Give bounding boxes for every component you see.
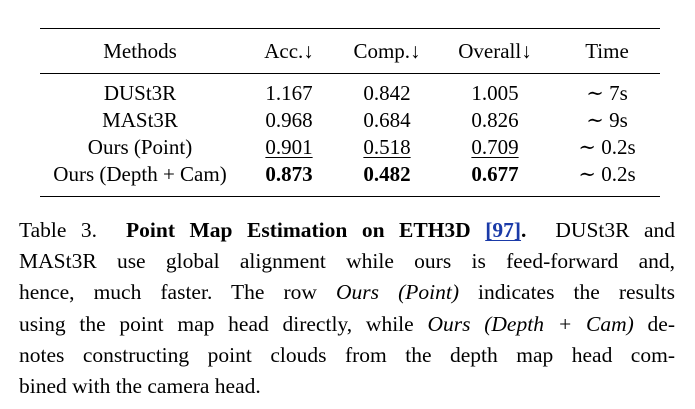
cell-comp: 0.684	[363, 108, 411, 132]
cell-method: MASt3R	[102, 108, 178, 132]
caption-line-5: notes constructing point clouds from the…	[19, 342, 675, 367]
results-table-container: Methods Acc.↓ Comp.↓ Overall↓ Time DUSt3…	[40, 28, 660, 197]
cell-acc-best: 0.873	[265, 162, 313, 186]
caption-line4-a: using the point map head directly, while	[19, 311, 428, 336]
cell-overall-wrap: 0.677	[436, 161, 554, 197]
cell-overall: 1.005	[471, 81, 519, 105]
cell-acc: 1.167	[265, 81, 313, 105]
caption-line3-a: hence, much faster. The row	[19, 280, 336, 305]
table-row: Ours (Point) 0.901 0.518 0.709 ∼ 0.2s	[40, 134, 660, 161]
cell-time: ∼ 0.2s	[578, 135, 636, 159]
caption-citation-wrap: [97].	[485, 218, 526, 242]
caption-line-3: hence, much faster. The row Ours (Point)…	[19, 277, 675, 308]
caption-line4-italic: Ours (Depth + Cam)	[427, 311, 634, 336]
cell-time: ∼ 7s	[586, 81, 628, 105]
cell-acc: 0.968	[265, 108, 313, 132]
caption-label: Table 3.	[19, 218, 98, 242]
caption-line3-italic: Ours (Point)	[336, 280, 459, 305]
caption-line3-b: indicates the results	[458, 280, 675, 305]
cell-overall: 0.826	[471, 108, 519, 132]
header-acc: Acc.↓	[240, 28, 338, 74]
cell-acc-wrap: 0.873	[240, 161, 338, 197]
cell-method: Ours (Depth + Cam)	[40, 161, 240, 197]
table-row: DUSt3R 1.167 0.842 1.005 ∼ 7s	[40, 74, 660, 108]
cell-comp: 0.842	[363, 81, 411, 105]
citation-link[interactable]: [97]	[485, 218, 522, 242]
caption-line1-tail: DUSt3R and	[555, 218, 676, 242]
cell-method: DUSt3R	[103, 81, 177, 105]
header-time: Time	[554, 28, 660, 74]
caption-line4-b: de-	[633, 311, 676, 336]
caption-title-end: .	[521, 218, 527, 242]
cell-time: ∼ 9s	[586, 108, 628, 132]
header-comp: Comp.↓	[338, 28, 436, 74]
cell-method: Ours (Point)	[87, 135, 193, 159]
caption-line-2: MASt3R use global alignment while ours i…	[19, 249, 675, 274]
cell-comp-second-best: 0.518	[363, 135, 411, 159]
cell-overall-second-best: 0.709	[471, 135, 519, 159]
cell-overall-wrap: 0.709	[436, 134, 554, 161]
caption-line-6: bined with the camera head.	[19, 374, 261, 399]
table-row: Ours (Depth + Cam) 0.873 0.482 0.677 ∼ 0…	[40, 161, 660, 197]
caption-title: Point Map Estimation on ETH3D	[126, 218, 471, 242]
header-overall: Overall↓	[436, 28, 554, 74]
caption-line-4: using the point map head directly, while…	[19, 309, 675, 340]
cell-comp-wrap: 0.482	[338, 161, 436, 197]
cell-acc-wrap: 0.901	[240, 134, 338, 161]
cell-time: ∼ 0.2s	[554, 161, 660, 197]
results-table: Methods Acc.↓ Comp.↓ Overall↓ Time DUSt3…	[40, 28, 660, 197]
cell-overall-best: 0.677	[471, 162, 519, 186]
table-caption: Table 3. Point Map Estimation on ETH3D […	[19, 215, 675, 402]
table-header-row: Methods Acc.↓ Comp.↓ Overall↓ Time	[40, 28, 660, 74]
caption-line-1: Table 3. Point Map Estimation on ETH3D […	[19, 215, 675, 246]
cell-comp-best: 0.482	[363, 162, 411, 186]
header-methods: Methods	[40, 28, 240, 74]
table-row: MASt3R 0.968 0.684 0.826 ∼ 9s	[40, 107, 660, 134]
cell-acc-second-best: 0.901	[265, 135, 313, 159]
cell-comp-wrap: 0.518	[338, 134, 436, 161]
